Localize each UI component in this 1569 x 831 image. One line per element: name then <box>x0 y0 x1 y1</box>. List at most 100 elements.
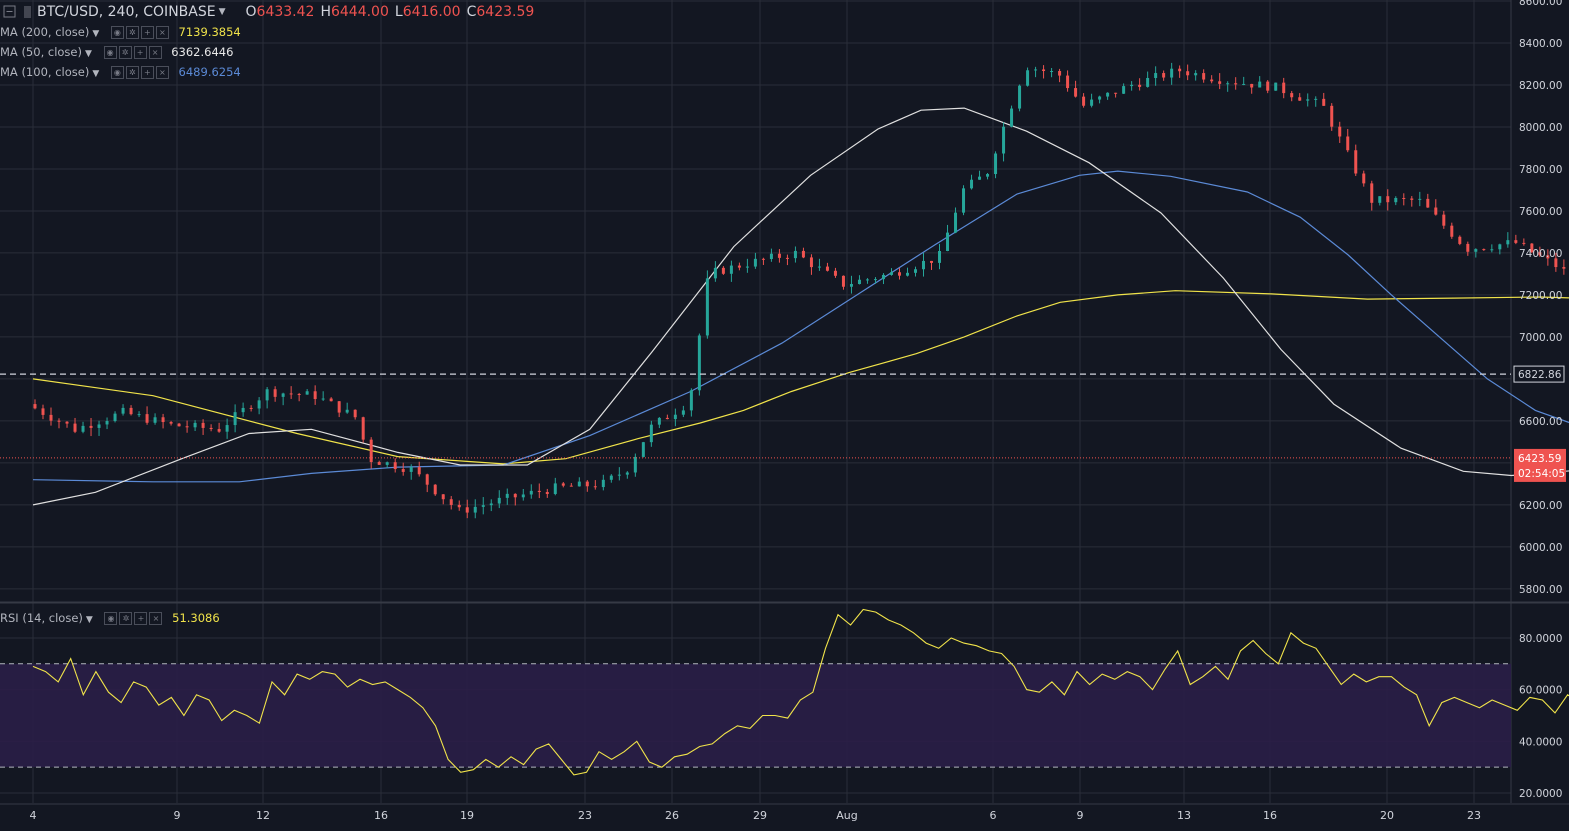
chevron-down-icon[interactable]: ▼ <box>219 7 226 17</box>
study-legend-ma200[interactable]: MA (200, close)▼ ◉✲+× 7139.3854 <box>0 25 241 39</box>
candle-body <box>226 425 229 432</box>
chevron-down-icon[interactable]: ▼ <box>92 29 99 39</box>
rsi-band <box>0 664 1511 767</box>
price-lines <box>0 374 1511 458</box>
candle-body <box>970 180 973 189</box>
eye-icon[interactable]: ◉ <box>104 612 117 625</box>
gear-icon[interactable]: ✲ <box>119 612 132 625</box>
chevron-down-icon[interactable]: ▼ <box>92 69 99 79</box>
candle-body <box>1402 198 1405 199</box>
candle <box>1218 73 1221 89</box>
symbol-header[interactable]: BTC/USD, 240, COINBASE ▼ O 6433.42 H 644… <box>0 3 534 21</box>
chevron-down-icon[interactable]: ▼ <box>86 615 93 625</box>
candle-body <box>378 462 381 465</box>
candle-body <box>1498 244 1501 249</box>
study-name[interactable]: MA (100, close) <box>0 65 89 79</box>
plus-icon[interactable]: + <box>141 66 154 79</box>
rsi-band-fill <box>0 664 1511 767</box>
candle-body <box>1274 83 1277 91</box>
candle <box>258 397 261 414</box>
candle-body <box>610 476 613 480</box>
candle-body <box>1058 71 1061 76</box>
candle <box>370 437 373 469</box>
candle <box>1434 199 1437 215</box>
price-tick-label: 7600.00 <box>1519 206 1562 218</box>
close-icon[interactable]: × <box>156 66 169 79</box>
gear-icon[interactable]: ✲ <box>126 66 139 79</box>
candle-body <box>962 188 965 212</box>
candle-body <box>898 272 901 275</box>
candle-body <box>730 266 733 274</box>
candle <box>34 399 37 409</box>
candle-body <box>1114 93 1117 94</box>
candle <box>1458 235 1461 245</box>
time-tick-label: 16 <box>374 809 388 822</box>
candle <box>754 253 757 269</box>
candle-body <box>722 268 725 274</box>
eye-icon[interactable]: ◉ <box>104 46 117 59</box>
candle <box>650 421 653 447</box>
study-name[interactable]: MA (50, close) <box>0 45 82 59</box>
candle-body <box>602 480 605 487</box>
candle-body <box>498 498 501 504</box>
candle <box>786 255 789 265</box>
symbol-title[interactable]: BTC/USD, 240, COINBASE <box>37 4 216 20</box>
candle <box>1138 78 1141 90</box>
candle <box>1274 83 1277 91</box>
candle-body <box>410 467 413 472</box>
candle <box>610 474 613 483</box>
close-icon[interactable]: × <box>149 612 162 625</box>
candle-body <box>1434 208 1437 215</box>
plus-icon[interactable]: + <box>141 26 154 39</box>
chevron-down-icon[interactable]: ▼ <box>85 49 92 59</box>
candle <box>1066 70 1069 91</box>
candle-body <box>306 391 309 394</box>
study-legend-rsi[interactable]: RSI (14, close)▼ ◉✲+× 51.3086 <box>0 611 220 625</box>
candle <box>210 424 213 431</box>
candle-body <box>1138 85 1141 87</box>
candle <box>722 266 725 275</box>
candle <box>506 489 509 505</box>
low-label: L <box>395 4 403 20</box>
candle <box>866 278 869 284</box>
candle <box>538 483 541 498</box>
gear-icon[interactable]: ✲ <box>126 26 139 39</box>
candle-body <box>1226 83 1229 84</box>
plus-icon[interactable]: + <box>134 612 147 625</box>
study-name[interactable]: RSI (14, close) <box>0 611 83 625</box>
candle <box>562 482 565 487</box>
candle-body <box>930 261 933 263</box>
eye-icon[interactable]: ◉ <box>111 26 124 39</box>
candle <box>946 225 949 251</box>
plus-icon[interactable]: + <box>134 46 147 59</box>
candle-body <box>1426 199 1429 208</box>
candle-body <box>746 267 749 268</box>
time-tick-label: 20 <box>1380 809 1394 822</box>
candle <box>130 405 133 415</box>
candle <box>1250 84 1253 94</box>
close-icon[interactable]: × <box>149 46 162 59</box>
candle <box>418 462 421 477</box>
study-legend-ma100[interactable]: MA (100, close)▼ ◉✲+× 6489.6254 <box>0 65 241 79</box>
gear-icon[interactable]: ✲ <box>119 46 132 59</box>
candle <box>626 471 629 479</box>
candle <box>850 276 853 294</box>
candle <box>450 496 453 509</box>
candle-body <box>322 399 325 400</box>
candle <box>338 401 341 417</box>
candle-body <box>1394 198 1397 202</box>
price-tick-label: 7000.00 <box>1519 332 1562 344</box>
candle-body <box>170 422 173 424</box>
candle <box>858 275 861 284</box>
candle-body <box>826 267 829 271</box>
study-legend-ma50[interactable]: MA (50, close)▼ ◉✲+× 6362.6446 <box>0 45 233 59</box>
candle <box>266 387 269 408</box>
eye-icon[interactable]: ◉ <box>111 66 124 79</box>
symbol-collapse-icon[interactable] <box>3 5 17 19</box>
candle <box>1234 77 1237 90</box>
candle <box>1090 94 1093 108</box>
close-icon[interactable]: × <box>156 26 169 39</box>
study-name[interactable]: MA (200, close) <box>0 25 89 39</box>
